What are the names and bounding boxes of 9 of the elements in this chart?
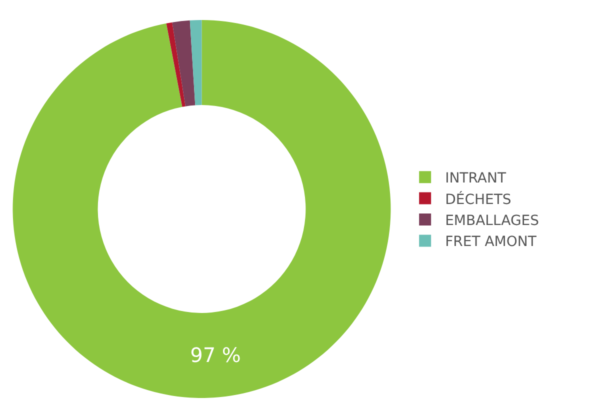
legend-label: INTRANT: [445, 170, 506, 187]
donut-slice: [12, 20, 391, 398]
legend-label: DÉCHETS: [445, 190, 512, 208]
donut-slice: [166, 22, 186, 107]
data-label: 97 %: [190, 342, 241, 367]
donut-slice: [172, 20, 196, 106]
legend-label: FRET AMONT: [445, 234, 537, 250]
donut-slice: [190, 20, 202, 106]
legend-label: EMBALLAGES: [445, 212, 540, 229]
